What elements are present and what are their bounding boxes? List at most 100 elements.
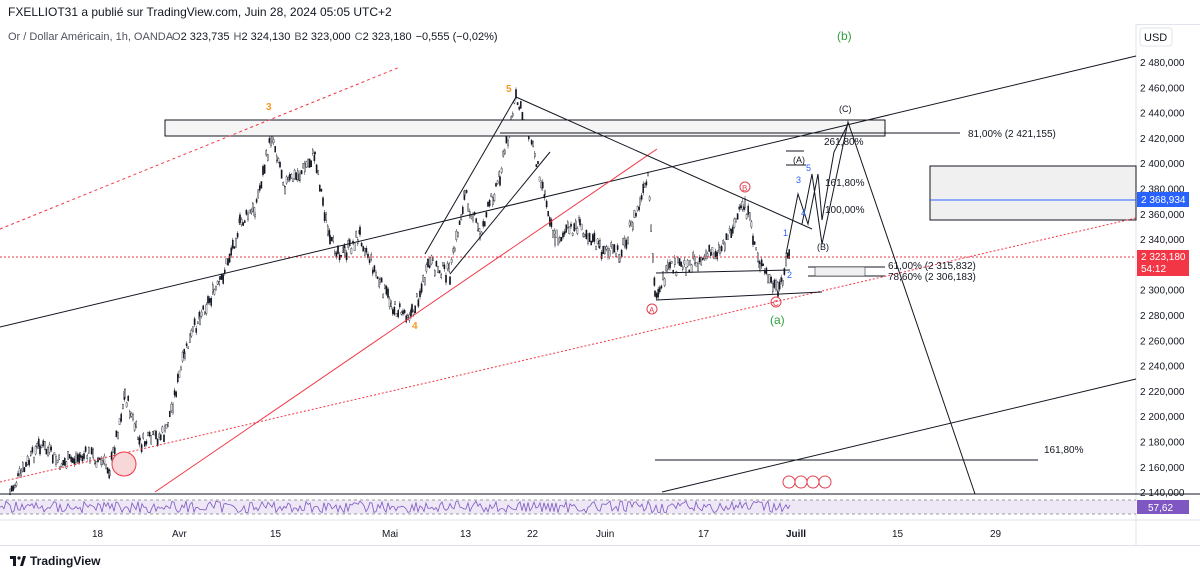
price-axis[interactable]: 2 480,000 2 460,000 2 440,000 2 420,000 2 40…: [1140, 58, 1185, 499]
candle-body: [289, 174, 291, 181]
candle-body: [382, 293, 385, 299]
candle-body: [515, 89, 517, 99]
candle-body: [236, 232, 239, 238]
candle-body: [325, 214, 328, 221]
candle-body: [682, 266, 684, 270]
candle-body: [105, 464, 107, 469]
candle-body: [655, 293, 658, 299]
candle-body: [770, 277, 772, 283]
candle-body: [259, 185, 261, 191]
candle-body: [648, 196, 651, 201]
rsi-pane[interactable]: [0, 500, 1136, 514]
candle-body: [305, 161, 308, 168]
candle-body: [274, 146, 277, 153]
economic-events[interactable]: [782, 475, 832, 489]
candle-body: [277, 158, 280, 163]
candle-body: [260, 181, 263, 189]
candle-body: [420, 283, 423, 293]
wave-5-label: 5: [506, 84, 512, 95]
candle-body: [553, 230, 556, 235]
candle-body: [714, 250, 717, 258]
candle-body: [403, 310, 406, 314]
candle-body: [719, 247, 721, 254]
candle-body: [395, 313, 398, 317]
candle-body: [633, 210, 636, 218]
candle-body: [419, 290, 421, 298]
candle-body: [55, 456, 57, 465]
candle-body: [443, 264, 446, 269]
candle-body: [762, 263, 764, 267]
candle-body: [195, 328, 198, 333]
candle-body: [495, 183, 497, 187]
candle-body: [263, 164, 266, 174]
publish-line: FXELLIOT31 a publié sur TradingView.com,…: [8, 5, 392, 19]
candle-body: [67, 451, 69, 460]
candle-body: [84, 446, 87, 452]
candle-body: [619, 258, 621, 262]
candle-body: [207, 296, 209, 304]
candle-body: [287, 177, 290, 181]
main-pane[interactable]: [0, 24, 1136, 494]
blue-price-tag-text: 2 368,934: [1141, 195, 1186, 206]
time-axis[interactable]: 18 Avr 15 Mai 13 22 Juin 17 Juill 15 29: [92, 529, 1002, 540]
candle-body: [662, 271, 664, 281]
candle-body: [567, 221, 569, 228]
candle-body: [310, 160, 313, 168]
candle-body: [235, 237, 237, 248]
candle-body: [315, 164, 318, 173]
candle-body: [587, 234, 589, 244]
tradingview-logo[interactable]: TradingView: [10, 554, 100, 568]
candle-body: [708, 244, 710, 252]
candle-body: [783, 268, 786, 275]
candle-body: [349, 239, 351, 246]
candle-body: [710, 251, 712, 256]
candle-body: [42, 440, 44, 446]
candle-body: [785, 256, 787, 266]
candle-body: [520, 101, 522, 109]
candle-body: [178, 370, 181, 378]
candle-body: [457, 232, 459, 237]
wave-C-circle-label: C: [773, 299, 779, 308]
candle-body: [745, 214, 748, 219]
candle-body: [211, 284, 214, 293]
candle-body: [355, 230, 358, 238]
chart-svg[interactable]: Or / Dollar Américain, 1h, OANDA O2 323,…: [0, 24, 1200, 574]
candle-body: [262, 166, 264, 176]
candle-body: [86, 455, 88, 459]
candle-body: [75, 453, 77, 463]
candle-body: [127, 395, 129, 401]
candle-body: [628, 221, 631, 226]
fib-81-label: 81,00% (2 421,155): [968, 129, 1056, 140]
candle-body: [615, 253, 617, 257]
candle-body: [251, 202, 254, 212]
candle-body: [530, 140, 533, 145]
candle-body: [295, 172, 298, 180]
candle-body: [695, 262, 698, 267]
candle-body: [573, 223, 575, 232]
candle-body: [582, 232, 584, 237]
candle-body: [304, 163, 306, 173]
candle-body: [78, 453, 80, 463]
candle-body: [616, 245, 619, 250]
candle-body: [665, 265, 667, 272]
candle-body: [595, 245, 597, 250]
candle-body: [554, 237, 556, 246]
candle-body: [674, 257, 676, 266]
candle-body: [12, 485, 15, 491]
candle-body: [465, 190, 468, 193]
candle-body: [25, 461, 27, 467]
candle-body: [454, 247, 456, 252]
candle-body: [34, 446, 37, 455]
candle-body: [450, 259, 453, 263]
candle-body: [725, 233, 728, 240]
candle-body: [639, 198, 641, 205]
candle-body: [148, 431, 151, 437]
candle-body: [387, 288, 389, 298]
candle-body: [239, 214, 241, 223]
price-tick-label: 2 200,000: [1140, 412, 1185, 423]
chart-area[interactable]: Or / Dollar Américain, 1h, OANDA O2 323,…: [0, 24, 1200, 574]
candle-body: [308, 158, 311, 168]
candle-body: [81, 456, 84, 462]
candle-body: [124, 389, 126, 398]
currency-button[interactable]: [1139, 27, 1173, 47]
